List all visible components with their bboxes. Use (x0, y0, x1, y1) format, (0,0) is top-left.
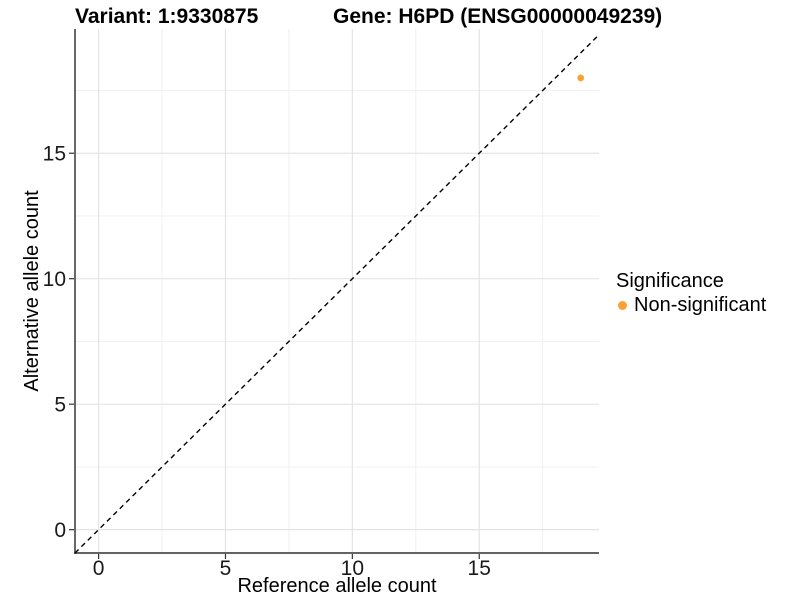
legend-item: Non-significant (616, 294, 766, 316)
x-tick-label: 15 (468, 557, 491, 580)
legend-title: Significance (616, 270, 724, 292)
legend-item-label: Non-significant (634, 294, 767, 316)
x-tick-label: 0 (93, 557, 105, 580)
y-tick-label: 5 (54, 394, 66, 417)
y-tick-label: 10 (43, 268, 66, 291)
data-point (577, 74, 585, 82)
x-tick-label: 10 (341, 557, 364, 580)
plot-title-variant: Variant: 1:9330875 (75, 5, 259, 28)
y-tick-label: 0 (54, 519, 66, 542)
y-tick-label: 15 (43, 143, 66, 166)
plot-title-gene: Gene: H6PD (ENSG00000049239) (333, 5, 663, 28)
x-axis-title: Reference allele count (237, 575, 437, 597)
identity-dashed-line (74, 34, 600, 554)
legend: Significance Non-significant (616, 270, 766, 316)
y-axis-title: Alternative allele count (21, 190, 43, 392)
legend-point-icon (618, 300, 627, 310)
x-tick-label: 5 (220, 557, 232, 580)
